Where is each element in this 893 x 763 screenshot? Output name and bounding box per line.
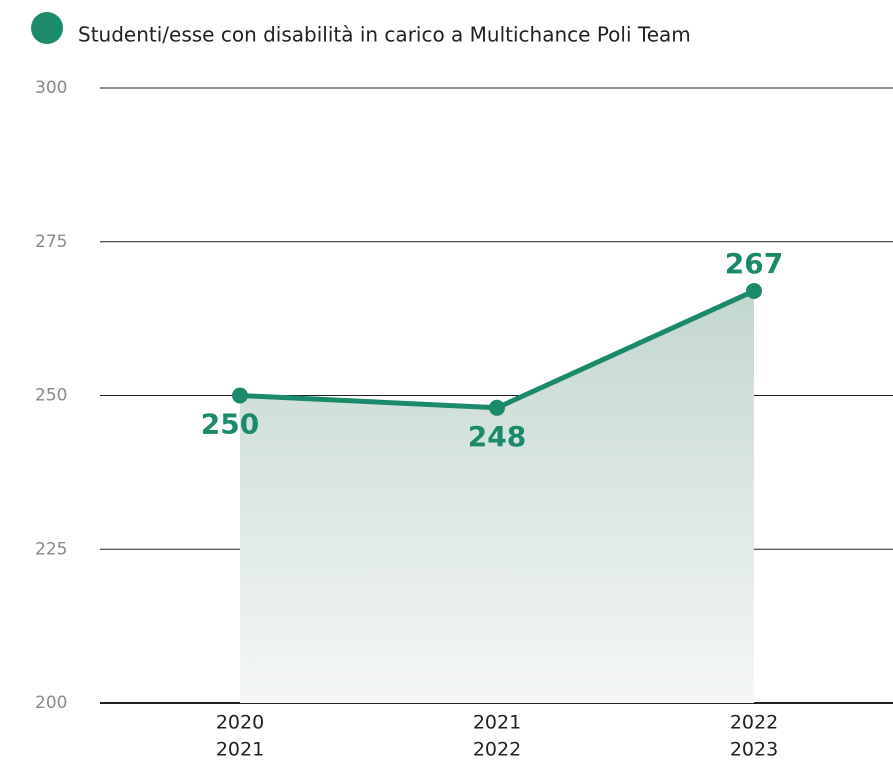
x-tick-label: 2021	[473, 712, 521, 734]
data-label: 267	[725, 247, 783, 280]
y-tick-label: 300	[35, 78, 67, 98]
x-tick-label: 2021	[216, 739, 264, 761]
legend-label: Studenti/esse con disabilità in carico a…	[78, 23, 691, 47]
data-label: 248	[468, 420, 526, 453]
y-tick-label: 275	[35, 232, 67, 252]
x-tick-label: 2020	[216, 712, 264, 734]
y-tick-label: 250	[35, 386, 67, 406]
area	[240, 290, 754, 703]
point	[232, 387, 248, 404]
x-tick-label: 2022	[730, 712, 778, 734]
x-tick-label: 2022	[473, 739, 521, 761]
point	[489, 399, 505, 416]
y-tick-label: 200	[35, 693, 67, 713]
legend-marker	[31, 12, 63, 44]
point	[746, 282, 762, 299]
y-tick-label: 225	[35, 539, 67, 559]
x-tick-label: 2023	[730, 739, 778, 761]
data-label: 250	[201, 408, 259, 441]
